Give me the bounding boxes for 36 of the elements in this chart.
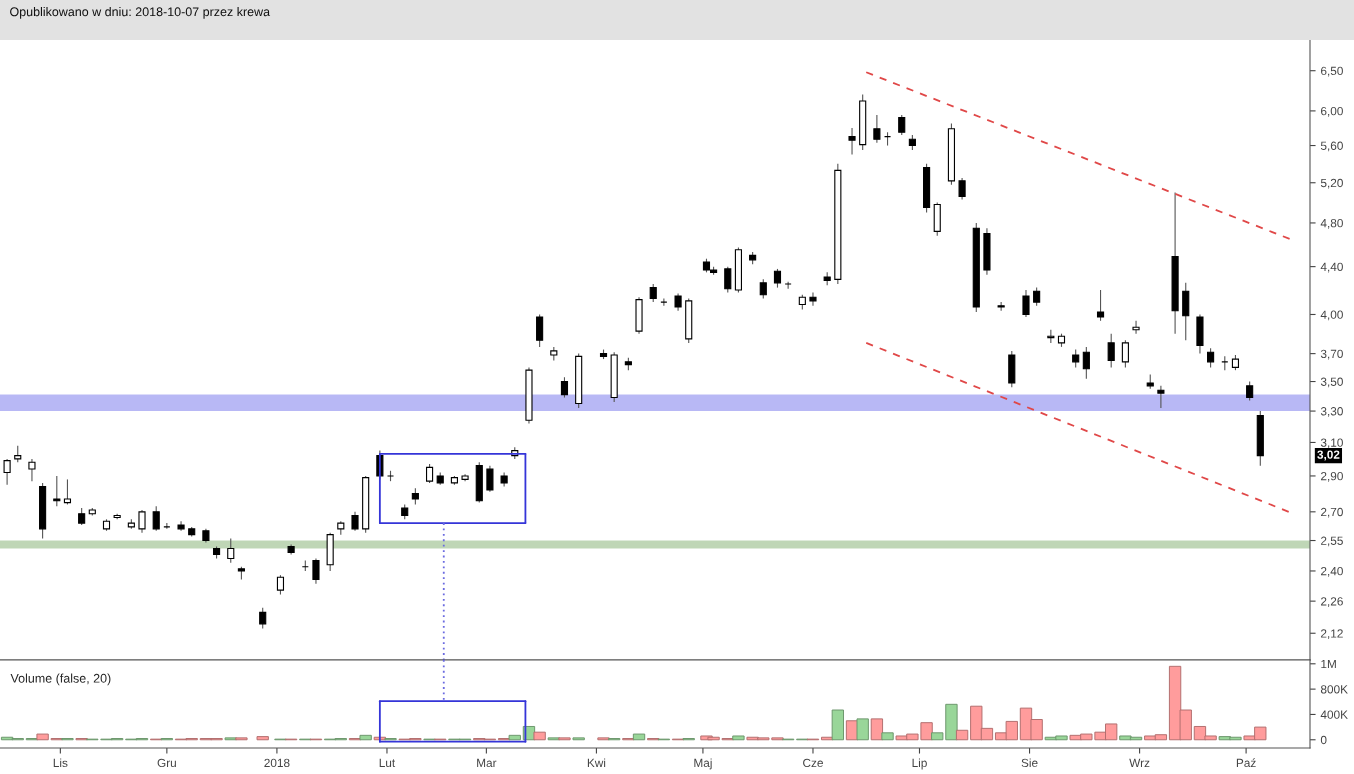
y-tick-label: 4,80	[1320, 218, 1343, 229]
x-tick-label: Cze	[803, 758, 823, 768]
x-tick-label: Paź	[1236, 758, 1256, 768]
x-tick-label: Kwi	[587, 758, 606, 767]
text: Volume (false, 20)	[10, 673, 111, 686]
chart-title: Opublikowano w dniu: 2018-10-07 przez krewa	[10, 7, 271, 19]
y-tick-label: 6,50	[1321, 66, 1343, 77]
y-tick-label: 5,20	[1320, 178, 1343, 189]
y-tick-label: 400K	[1320, 710, 1348, 719]
y-tick-label: 2,12	[1321, 629, 1343, 640]
x-tick-label: Lip	[912, 758, 927, 770]
y-tick-label: 3,10	[1320, 438, 1343, 449]
y-tick-label: 2,70	[1321, 507, 1343, 518]
y-tick-label: 3,50	[1320, 377, 1343, 388]
y-tick-label: 2,90	[1321, 471, 1343, 482]
text: 3,02	[1317, 450, 1340, 461]
x-tick-label: Wrz	[1129, 758, 1150, 767]
y-tick-label: 2,40	[1321, 567, 1343, 577]
y-tick-label: 2,55	[1321, 536, 1343, 547]
x-tick-label: Mar	[477, 758, 497, 768]
x-tick-label: 2018	[264, 758, 290, 768]
y-tick-label: 6,00	[1321, 106, 1343, 117]
x-tick-label: Gru	[157, 758, 176, 768]
x-tick-label: Sie	[1021, 758, 1038, 768]
y-tick-label: 0	[1320, 735, 1327, 745]
y-tick-label: 3,70	[1320, 349, 1343, 360]
y-tick-label: 1M	[1321, 659, 1336, 669]
y-tick-label: 4,40	[1320, 262, 1343, 273]
y-tick-label: 800K	[1320, 685, 1348, 694]
y-tick-label: 4,00	[1320, 310, 1343, 321]
x-tick-label: Maj	[694, 758, 712, 770]
x-tick-label: Lis	[53, 758, 68, 768]
x-tick-label: Lut	[379, 758, 396, 768]
y-tick-label: 3,30	[1320, 407, 1343, 417]
y-tick-label: 5,60	[1320, 141, 1343, 152]
y-tick-label: 2,26	[1321, 597, 1343, 607]
